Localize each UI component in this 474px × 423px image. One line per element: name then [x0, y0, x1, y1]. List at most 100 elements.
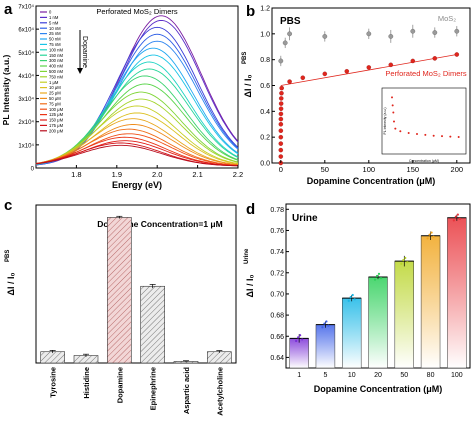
- panel-a-spectrum-line: [35, 83, 239, 165]
- panel-d-data-point: [454, 215, 457, 218]
- panel-d-data-point: [375, 274, 379, 278]
- panel-a-legend-label: 5 nM: [49, 20, 59, 25]
- panel-d-data-point: [321, 326, 324, 329]
- panel-d-data-point: [325, 320, 328, 323]
- panel-a-legend-label: 300 nM: [49, 58, 63, 63]
- panel-b-inset-point: [449, 135, 452, 138]
- panel-d-ytick-label: 0.74: [270, 249, 284, 256]
- panel-d-data-point: [458, 217, 461, 220]
- panel-a-legend-label: 100 nM: [49, 47, 63, 52]
- panel-c-frame: [35, 204, 237, 364]
- panel-a-xtick-label: 2.0: [152, 170, 162, 179]
- panel-a-legend-label: 75 nM: [49, 42, 61, 47]
- panel-a-legend-label: 200 μM: [49, 128, 64, 133]
- panel-b-mos2-point: [366, 31, 372, 37]
- panel-d-ytick-label: 0.78: [270, 207, 284, 214]
- panel-d-ytick-label: 0.64: [270, 355, 284, 362]
- panel-b-xtick-label: 200: [451, 165, 464, 174]
- panel-b-xtick-label: 150: [407, 165, 420, 174]
- panel-d-xtick-label: 80: [427, 372, 435, 379]
- panel-b-chart: PBS MoS₂ Perforated MoS₂ Dimers 0 50 100 15…: [242, 6, 471, 186]
- panel-c-ylabel: ΔI / I₀ PBS: [5, 250, 16, 296]
- panel-b-mos2-point: [454, 28, 460, 34]
- panel-d-ytick-label: 0.68: [270, 313, 284, 320]
- panel-b-dimer-point: [366, 65, 372, 70]
- panel-d-data-point: [377, 272, 381, 275]
- panel-d-data-point: [430, 231, 433, 234]
- panel-b-xtick-label: 50: [321, 165, 329, 174]
- panel-a-ytick-label: 5x10⁴: [18, 50, 34, 57]
- panel-b-mos2-point: [322, 34, 328, 39]
- panel-b-dimer-point: [278, 147, 284, 153]
- panel-b-dimer-point: [279, 85, 284, 91]
- panel-d-bar: [394, 260, 414, 369]
- panel-d-data-point: [379, 276, 383, 280]
- panel-c-ylabel-main: ΔI / I₀: [6, 272, 16, 295]
- panel-b-title: PBS: [280, 16, 301, 27]
- panel-b-ytick-label: 0.0: [260, 161, 270, 168]
- panel-a-legend-label: 150 nM: [49, 53, 63, 58]
- panel-b-dimer-point: [278, 111, 284, 117]
- panel-d-bar: [315, 324, 336, 369]
- panel-a-xtick-label: 2.1: [192, 170, 202, 179]
- panel-a-arrow-label: Dopamine: [81, 36, 88, 68]
- panel-d-xtick-label: 1: [297, 372, 301, 379]
- panel-b-inset-point: [441, 135, 443, 138]
- panel-d-data-point: [323, 322, 326, 325]
- panel-b-dimer-point: [432, 56, 438, 61]
- panel-b-dimer-point: [454, 52, 460, 57]
- panel-a-legend-label: 25 μM: [49, 91, 61, 96]
- panel-b-xtick-label: 100: [363, 165, 376, 174]
- panel-b-inset-point: [394, 127, 397, 130]
- panel-a-spectrum-line: [35, 144, 238, 167]
- panel-a-legend-label: 25 nM: [49, 31, 61, 36]
- panel-b-inset-frame: [381, 87, 467, 155]
- panel-a-legend-label: 0: [49, 10, 52, 15]
- panel-c-bar: [40, 351, 65, 364]
- panel-b-inset-point: [407, 132, 410, 135]
- panel-a-spectrum-line: [35, 118, 239, 165]
- panel-a-legend-label: 750 nM: [49, 74, 63, 79]
- panel-c-title: Dopamine Concentration=1 μM: [97, 219, 222, 229]
- panel-b-ytick-label: 1.0: [260, 31, 270, 38]
- panel-b-mos2-point: [432, 30, 438, 35]
- panel-d-bar: [420, 235, 441, 369]
- panel-b-dimer-point: [278, 122, 284, 127]
- panel-d-bar: [368, 276, 388, 369]
- panel-b-dimer-point: [278, 128, 284, 133]
- panel-a-legend-label: 100 μM: [49, 107, 64, 112]
- panel-label-b: b: [246, 3, 255, 20]
- panel-d-ytick-label: 0.72: [270, 270, 284, 277]
- panel-b-ylabel-sup: PBS: [242, 52, 248, 64]
- panel-d-data-point: [452, 219, 455, 222]
- panel-a-ylabel: PL Intensity (a.u.): [1, 54, 11, 125]
- panel-d-data-point: [297, 336, 300, 339]
- panel-d-data-point: [426, 237, 429, 240]
- panel-b-inset-point: [457, 136, 460, 139]
- panel-b-inset-point: [391, 104, 394, 107]
- panel-a-xtick-label: 1.8: [71, 170, 81, 179]
- panel-c-category-label: Acetylcholine: [215, 367, 224, 416]
- panel-b-ytick-label: 0.6: [260, 83, 270, 90]
- panel-a-ytick-label: 2x10⁴: [18, 119, 34, 126]
- panel-a-legend-label: 75 μM: [49, 101, 61, 106]
- panel-a-ytick-label: 4x10⁴: [18, 73, 34, 80]
- panel-d-xtick-label: 10: [348, 372, 356, 379]
- panel-a-spectrum-line: [35, 105, 239, 164]
- panel-d-ylabel: ΔI / I₀ Urine: [244, 248, 255, 298]
- panel-d-data-point: [353, 298, 356, 301]
- panel-a-legend-label: 150 μM: [49, 118, 64, 123]
- panel-d-chart: Urine 1 5 10 20 50 80 100 0.64 0.66 0.68 0.70 0.72…: [244, 203, 471, 394]
- panel-b-dimer-point: [344, 69, 350, 74]
- panel-a-ytick-label: 7x10⁴: [18, 4, 34, 11]
- panel-b-mos2-point: [410, 28, 416, 34]
- panel-d-ytick-label: 0.66: [270, 334, 284, 341]
- panel-b-dimer-point: [278, 141, 284, 146]
- panel-d-ytick-label: 0.70: [270, 291, 284, 298]
- panel-d-data-point: [351, 293, 354, 297]
- panel-c-category-label: Aspartic acid: [182, 367, 191, 415]
- panel-b-ytick-label: 1.2: [260, 6, 270, 13]
- panel-d-data-point: [406, 261, 409, 264]
- panel-b-ytick-label: 0.8: [260, 57, 270, 64]
